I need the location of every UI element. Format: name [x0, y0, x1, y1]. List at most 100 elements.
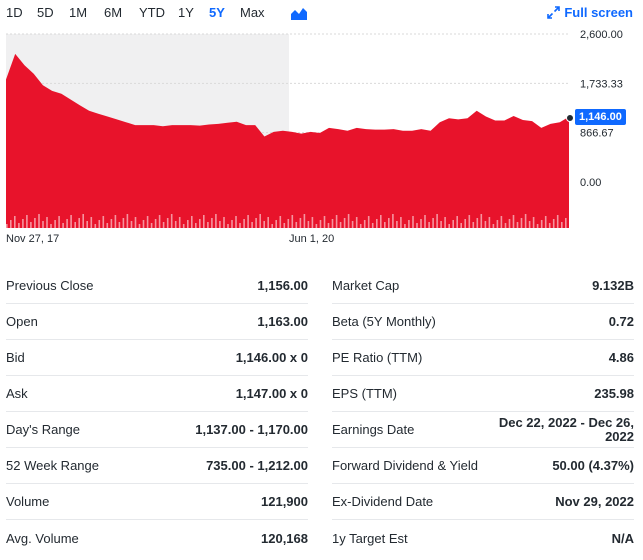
volume-bar — [448, 224, 450, 228]
mountain-chart-icon[interactable] — [291, 6, 307, 20]
volume-bar — [134, 217, 137, 228]
stat-value: 0.72 — [608, 314, 634, 329]
volume-bar — [540, 220, 543, 228]
price-chart[interactable]: 2,600.00 1,733.33 866.67 0.00 Nov 27, 17 Jun … — [0, 28, 643, 248]
volume-bar — [191, 216, 193, 228]
stat-label: Beta (5Y Monthly) — [332, 314, 436, 329]
volume-bar — [275, 220, 277, 228]
volume-bar — [315, 224, 318, 228]
volume-bar — [444, 217, 446, 228]
stat-label: Volume — [6, 494, 50, 509]
volume-bar — [484, 221, 487, 228]
price-area-series — [6, 53, 569, 229]
current-price-tag: 1,146.00 — [575, 109, 626, 125]
volume-bar — [42, 221, 44, 228]
volume-bar — [480, 214, 483, 228]
volume-bar — [78, 218, 80, 228]
volume-bar — [307, 221, 310, 228]
y-tick-label: 866.67 — [580, 128, 614, 140]
volume-bar — [327, 223, 330, 228]
volume-bar — [187, 220, 189, 228]
volume-bar — [62, 223, 64, 228]
y-tick-label: 0.00 — [580, 177, 601, 189]
volume-bar — [174, 221, 177, 228]
expand-icon — [547, 6, 561, 19]
stat-value: 1,163.00 — [257, 314, 308, 329]
range-ytd-button[interactable]: YTD — [139, 5, 165, 20]
full-screen-button[interactable]: Full screen — [547, 5, 633, 20]
volume-bar — [211, 218, 213, 228]
volume-bar — [424, 215, 426, 228]
volume-bar — [408, 220, 410, 228]
volume-bar — [520, 218, 523, 228]
stat-value: Dec 22, 2022 - Dec 26, 2022 — [498, 414, 634, 444]
stat-value: Nov 29, 2022 — [555, 494, 634, 509]
range-max-button[interactable]: Max — [240, 5, 265, 20]
volume-bar — [247, 215, 249, 228]
volume-bar — [227, 224, 229, 228]
stat-row: Ex-Dividend Date Nov 29, 2022 — [332, 484, 634, 520]
stat-row: PE Ratio (TTM) 4.86 — [332, 340, 634, 376]
volume-bar — [178, 217, 181, 228]
volume-bar — [26, 215, 28, 228]
stat-row: Bid 1,146.00 x 0 — [6, 340, 308, 376]
stat-label: Earnings Date — [332, 422, 415, 437]
stat-label: Avg. Volume — [6, 530, 79, 546]
volume-bar — [271, 224, 273, 228]
volume-bar — [319, 220, 322, 228]
range-6m-button[interactable]: 6M — [104, 5, 123, 20]
volume-bar — [166, 218, 169, 228]
volume-bar — [512, 215, 515, 228]
volume-bar — [58, 216, 60, 228]
stat-row: Ask 1,147.00 x 0 — [6, 376, 308, 412]
volume-bar — [243, 219, 245, 228]
volume-bar — [416, 223, 418, 228]
volume-bar — [476, 218, 479, 228]
volume-bar — [219, 221, 221, 228]
range-1m-button[interactable]: 1M — [69, 5, 88, 20]
volume-bar — [343, 218, 346, 228]
volume-bar — [355, 217, 358, 228]
quote-summary-left: Previous Close 1,156.00 Open 1,163.00 Bid 1… — [6, 268, 308, 556]
stat-row: 52 Week Range 735.00 - 1,212.00 — [6, 448, 308, 484]
volume-bar — [259, 214, 261, 228]
volume-bar — [182, 224, 185, 228]
stat-value: 120,168 — [261, 530, 308, 546]
volume-bar — [22, 219, 24, 228]
volume-bar — [492, 224, 495, 228]
volume-bar — [524, 214, 527, 228]
volume-bar — [287, 219, 290, 228]
volume-bar — [335, 215, 338, 228]
volume-bar — [86, 221, 88, 228]
volume-bar — [195, 223, 197, 228]
range-1y-button[interactable]: 1Y — [178, 5, 194, 20]
range-1d-button[interactable]: 1D — [6, 5, 23, 20]
volume-bar — [291, 215, 294, 228]
stat-value: 121,900 — [261, 494, 308, 509]
volume-bar — [295, 222, 298, 228]
range-5d-button[interactable]: 5D — [37, 5, 54, 20]
volume-bar — [6, 224, 8, 228]
volume-bar — [122, 218, 125, 228]
volume-bar — [10, 220, 12, 228]
volume-bar — [367, 216, 370, 228]
stat-value: 1,156.00 — [257, 278, 308, 293]
volume-bar — [130, 221, 133, 228]
volume-bar — [154, 219, 157, 228]
stat-row: Earnings Date Dec 22, 2022 - Dec 26, 2022 — [332, 412, 634, 448]
stat-row: Previous Close 1,156.00 — [6, 268, 308, 304]
volume-bar — [468, 215, 471, 228]
volume-bar — [54, 220, 56, 228]
volume-bar — [380, 215, 382, 228]
stat-row: Avg. Volume 120,168 — [6, 520, 308, 556]
volume-bar — [548, 223, 551, 228]
volume-bar — [283, 223, 286, 228]
stat-value: 735.00 - 1,212.00 — [206, 458, 308, 473]
volume-bar — [552, 219, 555, 228]
volume-bar — [464, 219, 466, 228]
volume-bar — [223, 217, 225, 228]
stat-row: Volume 121,900 — [6, 484, 308, 520]
range-5y-button[interactable]: 5Y — [209, 5, 225, 20]
volume-bar — [34, 218, 36, 228]
volume-bar — [428, 222, 430, 228]
